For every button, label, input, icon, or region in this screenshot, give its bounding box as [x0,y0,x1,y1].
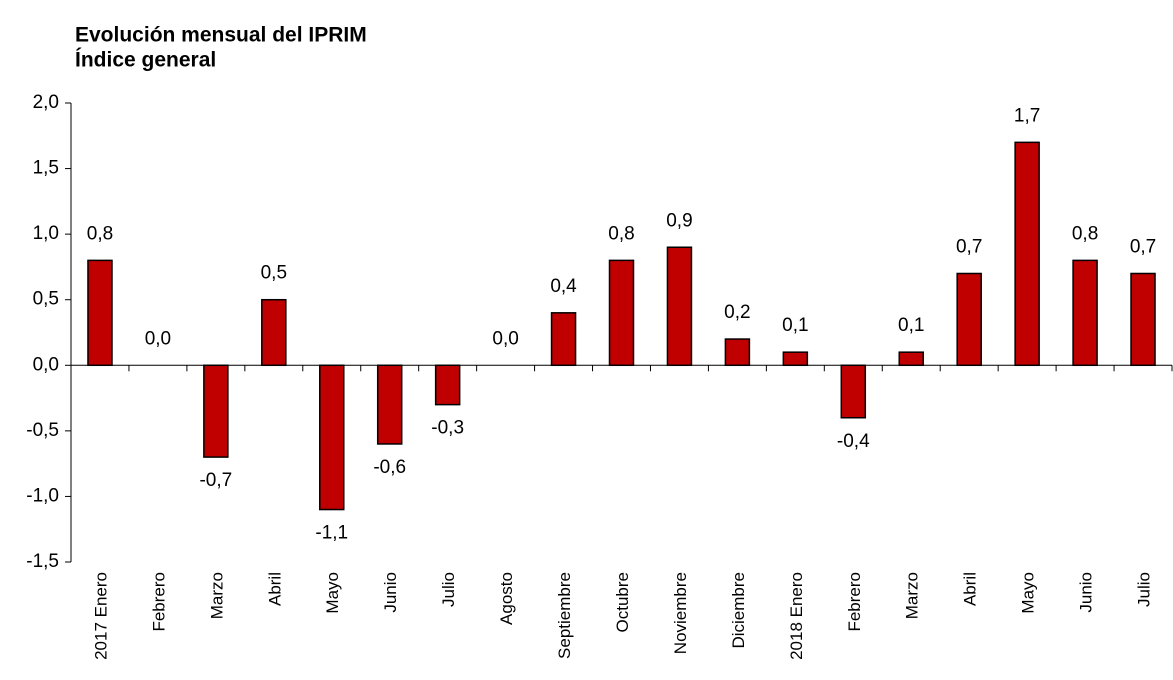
bar [782,351,809,367]
value-label: -0,3 [431,418,464,439]
y-tick-label: 0,0 [33,354,59,375]
x-tick-label: Noviembre [671,572,690,654]
x-tick-label: Febrero [149,572,168,632]
value-label: 0,2 [724,302,750,323]
y-tick-label: -1,0 [26,485,59,506]
bar [608,259,635,367]
value-label: 0,8 [608,223,634,244]
bar [203,364,229,458]
value-label: 0,0 [145,328,171,349]
x-tick-label: Septiembre [555,572,574,659]
bar [724,338,751,367]
value-label: 0,0 [492,328,518,349]
value-label: -0,4 [837,431,870,452]
bar [376,364,403,445]
y-tick-label: -1,5 [26,551,59,572]
bar [898,351,924,367]
y-tick-label: 1,0 [33,223,59,244]
value-label: 0,7 [1130,237,1156,258]
bar [1130,272,1156,367]
value-label: 0,8 [1072,223,1098,244]
value-label: 0,5 [261,263,287,284]
x-tick-label: Marzo [903,572,922,619]
bar [261,298,287,367]
x-tick-label: 2017 Enero [91,572,110,660]
bar [666,246,693,367]
value-label: 0,9 [666,210,692,231]
bar [87,259,113,367]
value-label: 0,1 [782,315,808,336]
value-label: 0,8 [87,223,113,244]
x-tick-label: Julio [439,572,458,607]
bar [956,272,982,367]
x-tick-label: Abril [961,572,980,606]
y-tick-label: 2,0 [33,92,59,113]
bar [550,312,577,367]
x-tick-label: Mayo [1019,572,1038,614]
value-label: -1,1 [315,523,348,544]
x-tick-label: Abril [265,572,284,606]
value-label: 0,7 [956,237,982,258]
x-tick-label: 2018 Enero [787,572,806,660]
bar [434,364,461,406]
value-label: 1,7 [1014,105,1040,126]
x-tick-label: Junio [1077,572,1096,613]
y-tick-label: -0,5 [26,420,59,441]
bar [1072,259,1098,367]
x-tick-label: Agosto [497,572,516,625]
x-tick-label: Diciembre [729,572,748,649]
x-tick-label: Febrero [845,572,864,632]
value-label: 0,1 [898,315,924,336]
bar [840,364,867,419]
y-tick-label: 1,5 [33,158,59,179]
y-tick-label: 0,5 [33,289,59,310]
value-label: -0,7 [199,470,232,491]
bar [319,364,345,511]
x-tick-label: Junio [381,572,400,613]
chart-title: Evolución mensual del IPRIM [75,24,367,47]
value-label: -0,6 [373,457,406,478]
x-tick-label: Mayo [323,572,342,614]
bar [1014,141,1040,367]
value-label: 0,4 [550,276,577,297]
x-tick-label: Marzo [207,572,226,619]
x-tick-label: Julio [1135,572,1154,607]
x-tick-label: Octubre [613,572,632,632]
chart-subtitle: Índice general [75,49,216,72]
